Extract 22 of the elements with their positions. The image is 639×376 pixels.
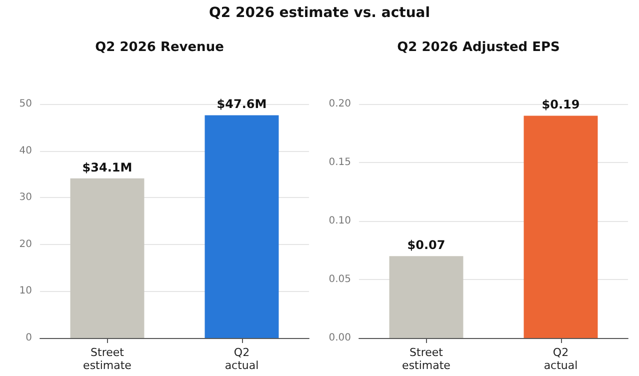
data-label: $0.07: [407, 238, 446, 252]
x-tick-label: Q2 actual: [544, 346, 578, 372]
data-label: $47.6M: [216, 97, 267, 112]
x-tick-label: Q2 actual: [224, 346, 259, 372]
data-label: $0.19: [542, 98, 580, 112]
y-tick-label: 10: [19, 286, 32, 297]
y-tick-label: 0.20: [328, 98, 351, 110]
y-tick-label: 0: [26, 332, 32, 344]
data-label: $34.1M: [82, 160, 132, 174]
y-tick-label: 20: [19, 238, 32, 250]
y-tick-label: 30: [19, 192, 32, 204]
chart-title: Q2 2026 Revenue: [95, 40, 224, 55]
y-tick-label: 50: [19, 98, 32, 110]
y-tick-label: 0.05: [328, 274, 351, 285]
x-tick-label: Street estimate: [83, 346, 132, 372]
y-tick-label: 0.10: [328, 216, 351, 226]
text: Q2 2026 estimate vs. actual: [208, 5, 432, 21]
y-tick-label: 0.15: [328, 157, 351, 168]
chart-title: Q2 2026 Adjusted EPS: [397, 40, 560, 55]
y-tick-label: 40: [19, 145, 32, 156]
x-tick-label: Street estimate: [402, 346, 451, 372]
y-tick-label: 0.00: [328, 332, 351, 344]
